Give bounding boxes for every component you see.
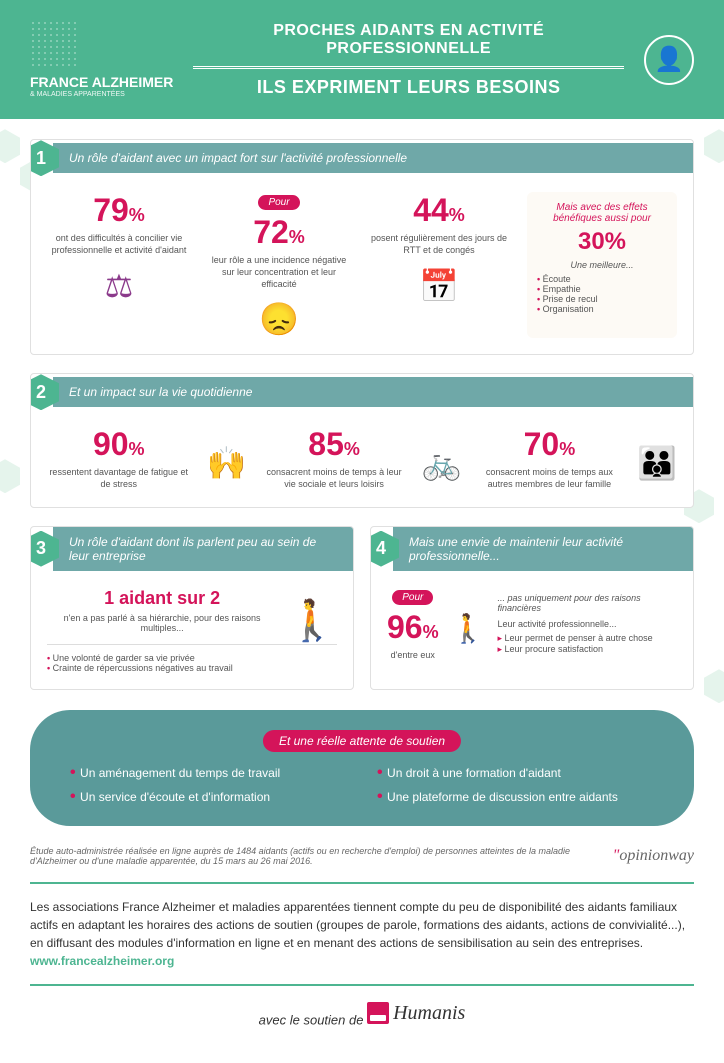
stat-text: consacrent moins de temps à leur vie soc… bbox=[262, 467, 405, 490]
support-list: Un aménagement du temps de travail Un dr… bbox=[70, 764, 654, 806]
sponsor-prefix: avec le soutien de bbox=[259, 1012, 364, 1027]
footnote-text: Étude auto-administrée réalisée en ligne… bbox=[30, 846, 593, 866]
logo: FRANCE ALZHEIMER & MALADIES APPARENTÉES bbox=[30, 20, 173, 99]
list-item: Une plateforme de discussion entre aidan… bbox=[377, 788, 654, 806]
logo-name: FRANCE ALZHEIMER bbox=[30, 74, 173, 91]
list-item: Prise de recul bbox=[537, 294, 667, 304]
sidebar-heading: Mais avec des effets bénéfiques aussi po… bbox=[537, 202, 667, 224]
stat-prefix: Pour bbox=[258, 195, 299, 210]
bike-icon: 🚲 bbox=[422, 444, 462, 482]
summary-link: www.francealzheimer.org bbox=[30, 954, 174, 968]
list-item: Leur procure satisfaction bbox=[497, 644, 677, 655]
stat-unit: % bbox=[449, 205, 465, 225]
stat-value: 70 bbox=[524, 426, 560, 462]
stat-unit: % bbox=[344, 439, 360, 459]
section-title: Mais une envie de maintenir leur activit… bbox=[393, 527, 693, 571]
stat-text: posent régulièrement des jours de RTT et… bbox=[367, 233, 511, 256]
stat-headline: 1 aidant sur 2 bbox=[47, 588, 277, 609]
stat-item: Pour 72% leur rôle a une incidence négat… bbox=[207, 192, 351, 338]
sponsor-name: Humanis bbox=[393, 1002, 465, 1025]
stat-text: consacrent moins de temps aux autres mem… bbox=[478, 467, 621, 490]
stress-icon: 🙌 bbox=[206, 444, 246, 482]
stat-unit: % bbox=[559, 439, 575, 459]
support-title: Et une réelle attente de soutien bbox=[263, 730, 461, 752]
humanis-logo: Humanis bbox=[367, 1002, 465, 1025]
list-item: Organisation bbox=[537, 304, 667, 314]
list-item: Une volonté de garder sa vie privée bbox=[47, 653, 337, 663]
stat-value: 90 bbox=[93, 426, 129, 462]
opinionway-logo: "opinionway bbox=[613, 847, 694, 865]
header-title-1: PROCHES AIDANTS EN ACTIVITÉ PROFESSIONNE… bbox=[193, 22, 624, 69]
ow-name: opinionway bbox=[619, 847, 694, 864]
list-item: Empathie bbox=[537, 284, 667, 294]
stat-item: 70% consacrent moins de temps aux autres… bbox=[478, 426, 621, 490]
stat-text: ressentent davantage de fatigue et de st… bbox=[47, 467, 190, 490]
logo-subtitle: & MALADIES APPARENTÉES bbox=[30, 91, 173, 99]
stat-text: n'en a pas parlé à sa hiérarchie, pour d… bbox=[47, 613, 277, 633]
sidebar-percent: 30% bbox=[537, 228, 667, 256]
summary-text: Les associations France Alzheimer et mal… bbox=[30, 900, 685, 950]
list-item: Un aménagement du temps de travail bbox=[70, 764, 347, 782]
list-item: Crainte de répercussions négatives au tr… bbox=[47, 663, 337, 673]
scale-icon: ⚖ bbox=[47, 267, 191, 305]
calendar-icon: 📅 bbox=[367, 267, 511, 305]
stat-item: 79% ont des difficultés à concilier vie … bbox=[47, 192, 191, 338]
sponsor-row: avec le soutien de Humanis bbox=[30, 986, 694, 1044]
summary-box: Les associations France Alzheimer et mal… bbox=[30, 882, 694, 986]
header: FRANCE ALZHEIMER & MALADIES APPARENTÉES … bbox=[0, 0, 724, 119]
sidebar-list: Écoute Empathie Prise de recul Organisat… bbox=[537, 274, 667, 314]
list-item: Leur permet de penser à autre chose bbox=[497, 633, 677, 644]
family-icon: 👪 bbox=[637, 444, 677, 482]
section-1: 1 Un rôle d'aidant avec un impact fort s… bbox=[30, 139, 694, 355]
stat-value: 96 bbox=[387, 609, 423, 645]
walking-icon: 🚶 bbox=[451, 612, 486, 645]
humanis-icon bbox=[367, 1002, 389, 1024]
stat-text: leur rôle a une incidence négative sur l… bbox=[207, 255, 351, 290]
section-title: Un rôle d'aidant avec un impact fort sur… bbox=[53, 143, 693, 173]
section-4: 4 Mais une envie de maintenir leur activ… bbox=[370, 526, 694, 690]
person-speech-icon: 🚶 bbox=[287, 597, 337, 644]
stat-text: ont des difficultés à concilier vie prof… bbox=[47, 233, 191, 256]
stat-unit: % bbox=[423, 622, 439, 642]
list-item: Un droit à une formation d'aidant bbox=[377, 764, 654, 782]
footnote-row: Étude auto-administrée réalisée en ligne… bbox=[30, 846, 694, 866]
reasons-list: Une volonté de garder sa vie privée Crai… bbox=[47, 644, 337, 673]
list-item: Écoute bbox=[537, 274, 667, 284]
content: 1 Un rôle d'aidant avec un impact fort s… bbox=[0, 119, 724, 1063]
head-brain-icon: 👤 bbox=[644, 35, 694, 85]
list-item: Un service d'écoute et d'information bbox=[70, 788, 347, 806]
stat-item: 85% consacrent moins de temps à leur vie… bbox=[262, 426, 405, 490]
stat-sub: d'entre eux bbox=[387, 650, 439, 662]
support-box: Et une réelle attente de soutien Un amén… bbox=[30, 710, 694, 826]
section-3: 3 Un rôle d'aidant dont ils parlent peu … bbox=[30, 526, 354, 690]
stat-unit: % bbox=[129, 205, 145, 225]
header-title-2: ILS EXPRIMENT LEURS BESOINS bbox=[193, 77, 624, 98]
lead-text: Leur activité professionnelle... bbox=[497, 619, 677, 629]
intro-text: ... pas uniquement pour des raisons fina… bbox=[497, 593, 677, 613]
stat-unit: % bbox=[289, 227, 305, 247]
sidebar-box: Mais avec des effets bénéfiques aussi po… bbox=[527, 192, 677, 338]
two-column-row: 3 Un rôle d'aidant dont ils parlent peu … bbox=[30, 526, 694, 690]
stat-item: 44% posent régulièrement des jours de RT… bbox=[367, 192, 511, 338]
stat-item: 90% ressentent davantage de fatigue et d… bbox=[47, 426, 190, 490]
sidebar-subtitle: Une meilleure... bbox=[537, 260, 667, 270]
section-2: 2 Et un impact sur la vie quotidienne 90… bbox=[30, 373, 694, 507]
logo-hexagon-icon bbox=[30, 20, 80, 70]
stat-unit: % bbox=[129, 439, 145, 459]
stat-prefix: Pour bbox=[392, 590, 433, 605]
stat-value: 44 bbox=[413, 192, 449, 228]
header-titles: PROCHES AIDANTS EN ACTIVITÉ PROFESSIONNE… bbox=[193, 22, 624, 98]
section-title: Un rôle d'aidant dont ils parlent peu au… bbox=[53, 527, 353, 571]
stat-value: 72 bbox=[253, 214, 289, 250]
benefits-list: Leur permet de penser à autre chose Leur… bbox=[497, 633, 677, 655]
stat-value: 85 bbox=[308, 426, 344, 462]
stat-value: 79 bbox=[93, 192, 129, 228]
section-title: Et un impact sur la vie quotidienne bbox=[53, 377, 693, 407]
desk-icon: 😞 bbox=[207, 300, 351, 338]
